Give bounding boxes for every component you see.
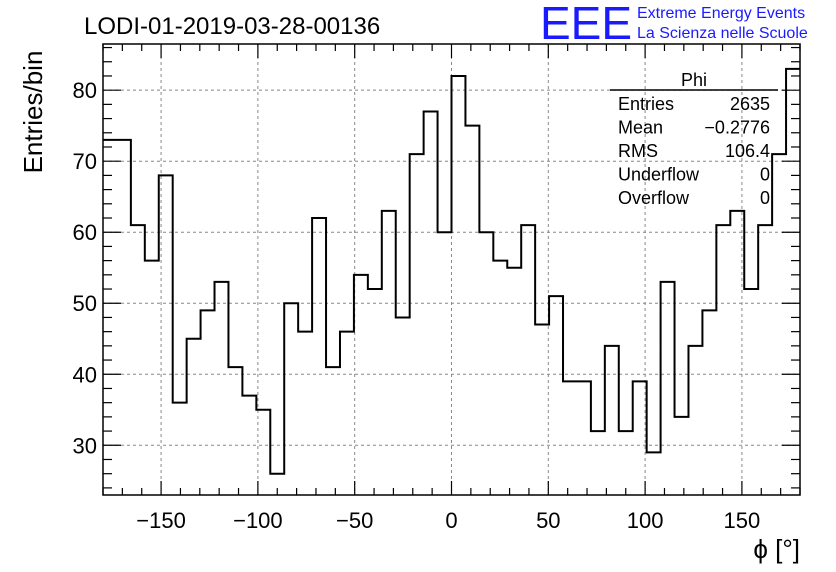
chart-title: LODI-01-2019-03-28-00136 <box>84 13 380 40</box>
histogram-line <box>103 67 800 475</box>
stats-row-value: 2635 <box>730 94 770 114</box>
y-tick-label: 30 <box>73 433 97 458</box>
x-tick-label: 150 <box>724 508 761 533</box>
y-tick-label: 80 <box>73 78 97 103</box>
x-axis-label: ϕ [°] <box>753 534 800 564</box>
tick-labels: −150 −100 −50 0 50 100 150 30 40 50 60 70 80 <box>73 78 761 533</box>
x-tick-label: −100 <box>233 508 283 533</box>
eee-logo: EEE Extreme Energy Events La Scienza nel… <box>540 0 836 49</box>
x-tick-label: −150 <box>136 508 186 533</box>
axis-ticks <box>102 44 801 495</box>
y-tick-label: 50 <box>73 291 97 316</box>
x-tick-label: 0 <box>445 508 457 533</box>
x-tick-label: 100 <box>627 508 664 533</box>
y-axis-label: Entries/bin <box>18 51 48 174</box>
stats-row-label: Underflow <box>618 165 700 185</box>
stats-row-value: 0 <box>760 188 770 208</box>
y-tick-label: 40 <box>73 362 97 387</box>
stats-box: Phi Entries 2635 Mean −0.2776 RMS 106.4 Underf… <box>610 70 778 208</box>
y-tick-label: 60 <box>73 220 97 245</box>
y-tick-label: 70 <box>73 149 97 174</box>
stats-row-value: 0 <box>760 165 770 185</box>
eee-logo-mark: EEE <box>540 0 633 49</box>
stats-row-label: Overflow <box>618 188 690 208</box>
x-tick-label: −50 <box>336 508 373 533</box>
eee-logo-line2: La Scienza nelle Scuole <box>637 25 808 42</box>
stats-row-value: −0.2776 <box>704 118 770 138</box>
stats-row-value: 106.4 <box>725 141 770 161</box>
stats-row-label: Entries <box>618 94 674 114</box>
stats-row-label: Mean <box>618 118 663 138</box>
stats-title: Phi <box>681 70 707 90</box>
stats-row-label: RMS <box>618 141 658 161</box>
eee-logo-line1: Extreme Energy Events <box>637 5 806 22</box>
x-tick-label: 50 <box>536 508 560 533</box>
